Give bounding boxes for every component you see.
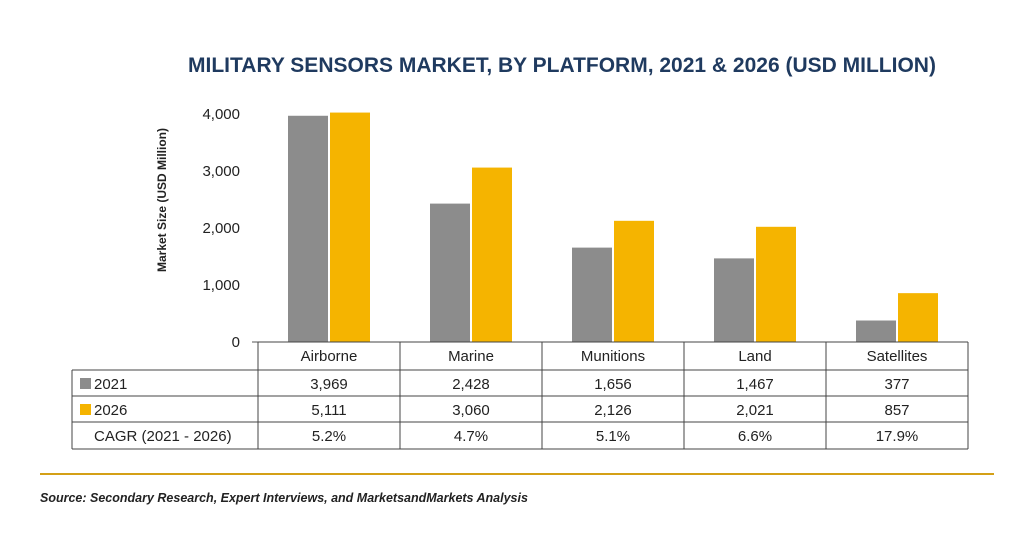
category-label: Marine [448,348,494,365]
legend-label-2026: 2026 [94,402,127,419]
y-tick-label: 4,000 [202,106,240,123]
cagr-value: 17.9% [876,428,919,445]
data-label-2021: 1,467 [736,376,774,393]
bar-2026-airborne [330,112,370,342]
data-label-2026: 857 [884,402,909,419]
bar-2021-munitions [572,247,612,342]
bar-2021-marine [430,203,470,342]
y-tick-label: 1,000 [202,277,240,294]
bar-2021-satellites [856,320,896,342]
y-tick-label: 3,000 [202,163,240,180]
data-label-2021: 3,969 [310,376,348,393]
legend-swatch-2021 [80,378,91,389]
category-label: Satellites [867,348,928,365]
data-label-2021: 377 [884,376,909,393]
y-tick-label: 2,000 [202,220,240,237]
data-label-2021: 1,656 [594,376,632,393]
cagr-value: 4.7% [454,428,488,445]
cagr-value: 6.6% [738,428,772,445]
data-label-2021: 2,428 [452,376,490,393]
cagr-value: 5.1% [596,428,630,445]
data-label-2026: 2,126 [594,402,632,419]
cagr-value: 5.2% [312,428,346,445]
data-label-2026: 3,060 [452,402,490,419]
category-label: Airborne [301,348,358,365]
bar-2026-satellites [898,293,938,342]
bar-2026-munitions [614,220,654,342]
chart-title: MILITARY SENSORS MARKET, BY PLATFORM, 20… [188,54,936,77]
bar-2021-land [714,258,754,342]
legend-swatch-2026 [80,404,91,415]
y-axis-label: Market Size (USD Million) [155,128,169,272]
legend-label-2021: 2021 [94,376,127,393]
data-label-2026: 2,021 [736,402,774,419]
bar-2026-land [756,226,796,342]
cagr-row-label: CAGR (2021 - 2026) [94,428,232,445]
bar-2026-marine [472,167,512,342]
category-label: Munitions [581,348,645,365]
source-note: Source: Secondary Research, Expert Inter… [40,491,528,505]
category-label: Land [738,348,771,365]
bar-2021-airborne [288,115,328,342]
data-label-2026: 5,111 [311,402,346,419]
y-tick-label: 0 [232,334,240,351]
